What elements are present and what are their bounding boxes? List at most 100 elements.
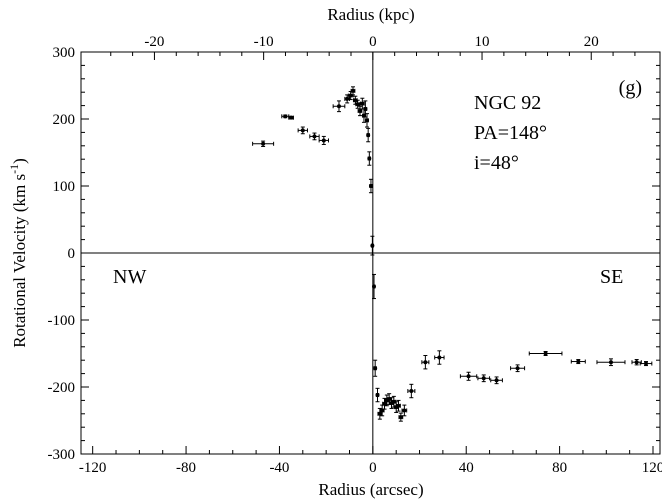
- data-point-group: [407, 383, 416, 399]
- data-point-group: [631, 359, 642, 366]
- data-point: [321, 138, 326, 143]
- data-point: [357, 108, 362, 113]
- data-point: [368, 184, 373, 188]
- data-point: [377, 411, 382, 416]
- data-point-group: [367, 151, 372, 166]
- data-point: [261, 141, 266, 146]
- data-point-group: [368, 178, 373, 194]
- data-point-group: [357, 105, 363, 117]
- data-point-group: [401, 404, 408, 417]
- data-point-group: [570, 359, 586, 365]
- x-tick-label: 40: [459, 460, 474, 476]
- data-point-group: [421, 355, 430, 370]
- y-axis-label-exponent: -1: [7, 164, 21, 174]
- axes-group: -120 -80 -40 0 40 80 120-20 -10 0 10 20-300-200-10…: [48, 34, 662, 476]
- galaxy-name: NGC 92: [474, 92, 541, 114]
- side-label-se: SE: [600, 266, 623, 288]
- data-point: [345, 96, 350, 101]
- data-point: [312, 134, 317, 139]
- data-point: [409, 389, 414, 394]
- inclination: i=48°: [474, 152, 519, 174]
- labels-group: Radius (arcsec) Radius (kpc) Rotational …: [7, 5, 642, 499]
- data-point: [367, 156, 372, 161]
- data-point-group: [434, 350, 445, 365]
- data-point: [364, 118, 369, 123]
- data-point: [515, 366, 520, 371]
- y-tick-label: 300: [53, 45, 76, 61]
- data-point-group: [596, 358, 626, 367]
- data-point: [336, 104, 341, 109]
- data-point: [494, 378, 499, 383]
- panel-label: (g): [619, 77, 642, 99]
- data-point: [382, 401, 387, 406]
- y-tick-label: -100: [48, 313, 76, 329]
- x2-tick-label: -20: [144, 34, 164, 50]
- data-point-group: [370, 235, 375, 256]
- data-point: [643, 361, 648, 366]
- data-point-group: [398, 412, 404, 422]
- data-point-group: [344, 94, 350, 104]
- data-point-group: [490, 376, 503, 385]
- data-point: [300, 128, 305, 133]
- data-point-group: [382, 397, 387, 410]
- data-point-group: [366, 127, 371, 143]
- data-point: [634, 360, 639, 365]
- data-point-group: [396, 399, 401, 412]
- data-point: [543, 351, 548, 356]
- data-point: [423, 360, 428, 365]
- data-point: [373, 366, 378, 371]
- data-point-group: [332, 100, 346, 113]
- y-axis-label-close: ): [10, 158, 29, 164]
- data-point: [396, 403, 401, 408]
- data-point-group: [318, 135, 329, 145]
- x2-tick-label: 0: [369, 34, 377, 50]
- data-point-group: [372, 273, 377, 300]
- x2-tick-label: -10: [254, 34, 274, 50]
- data-point: [372, 284, 377, 289]
- data-group: [252, 86, 653, 422]
- y-tick-label: 200: [53, 112, 76, 128]
- data-point-group: [391, 395, 397, 408]
- x-tick-label: 80: [552, 460, 567, 476]
- data-point-group: [350, 86, 356, 96]
- data-point-group: [459, 371, 478, 381]
- data-point: [353, 98, 358, 103]
- data-point-group: [375, 387, 380, 403]
- y-axis-label-main: Rotational Velocity (km s: [10, 174, 29, 348]
- data-point: [391, 399, 396, 404]
- data-point: [283, 114, 288, 119]
- data-point-group: [477, 374, 491, 383]
- side-label-nw: NW: [113, 266, 146, 288]
- data-point: [402, 408, 407, 413]
- position-angle: PA=148°: [474, 122, 547, 144]
- y-tick-label: 100: [53, 179, 76, 195]
- data-point-group: [510, 364, 526, 373]
- data-point: [437, 355, 442, 360]
- data-point: [350, 88, 355, 93]
- x-tick-label: -120: [79, 460, 107, 476]
- data-point-group: [252, 140, 275, 147]
- data-point-group: [288, 115, 294, 120]
- data-point-group: [281, 114, 290, 119]
- y-axis-label: Rotational Velocity (km s-1): [7, 158, 29, 348]
- data-point-group: [528, 350, 563, 357]
- x-tick-label: 0: [369, 460, 377, 476]
- data-point-group: [297, 126, 308, 135]
- data-point: [576, 359, 581, 364]
- data-point: [360, 101, 365, 106]
- x-tick-label: 120: [642, 460, 662, 476]
- data-point-group: [309, 132, 320, 141]
- x-tick-label: -40: [269, 460, 289, 476]
- y-tick-label: -300: [48, 447, 76, 463]
- data-point-group: [359, 97, 365, 110]
- data-point: [355, 102, 360, 107]
- x2-axis-label: Radius (kpc): [327, 5, 414, 24]
- data-point: [481, 376, 486, 381]
- y-tick-label: -200: [48, 380, 76, 396]
- data-point: [363, 106, 368, 111]
- x-axis-label: Radius (arcsec): [318, 480, 423, 499]
- data-point: [366, 133, 371, 138]
- data-point-group: [639, 361, 653, 367]
